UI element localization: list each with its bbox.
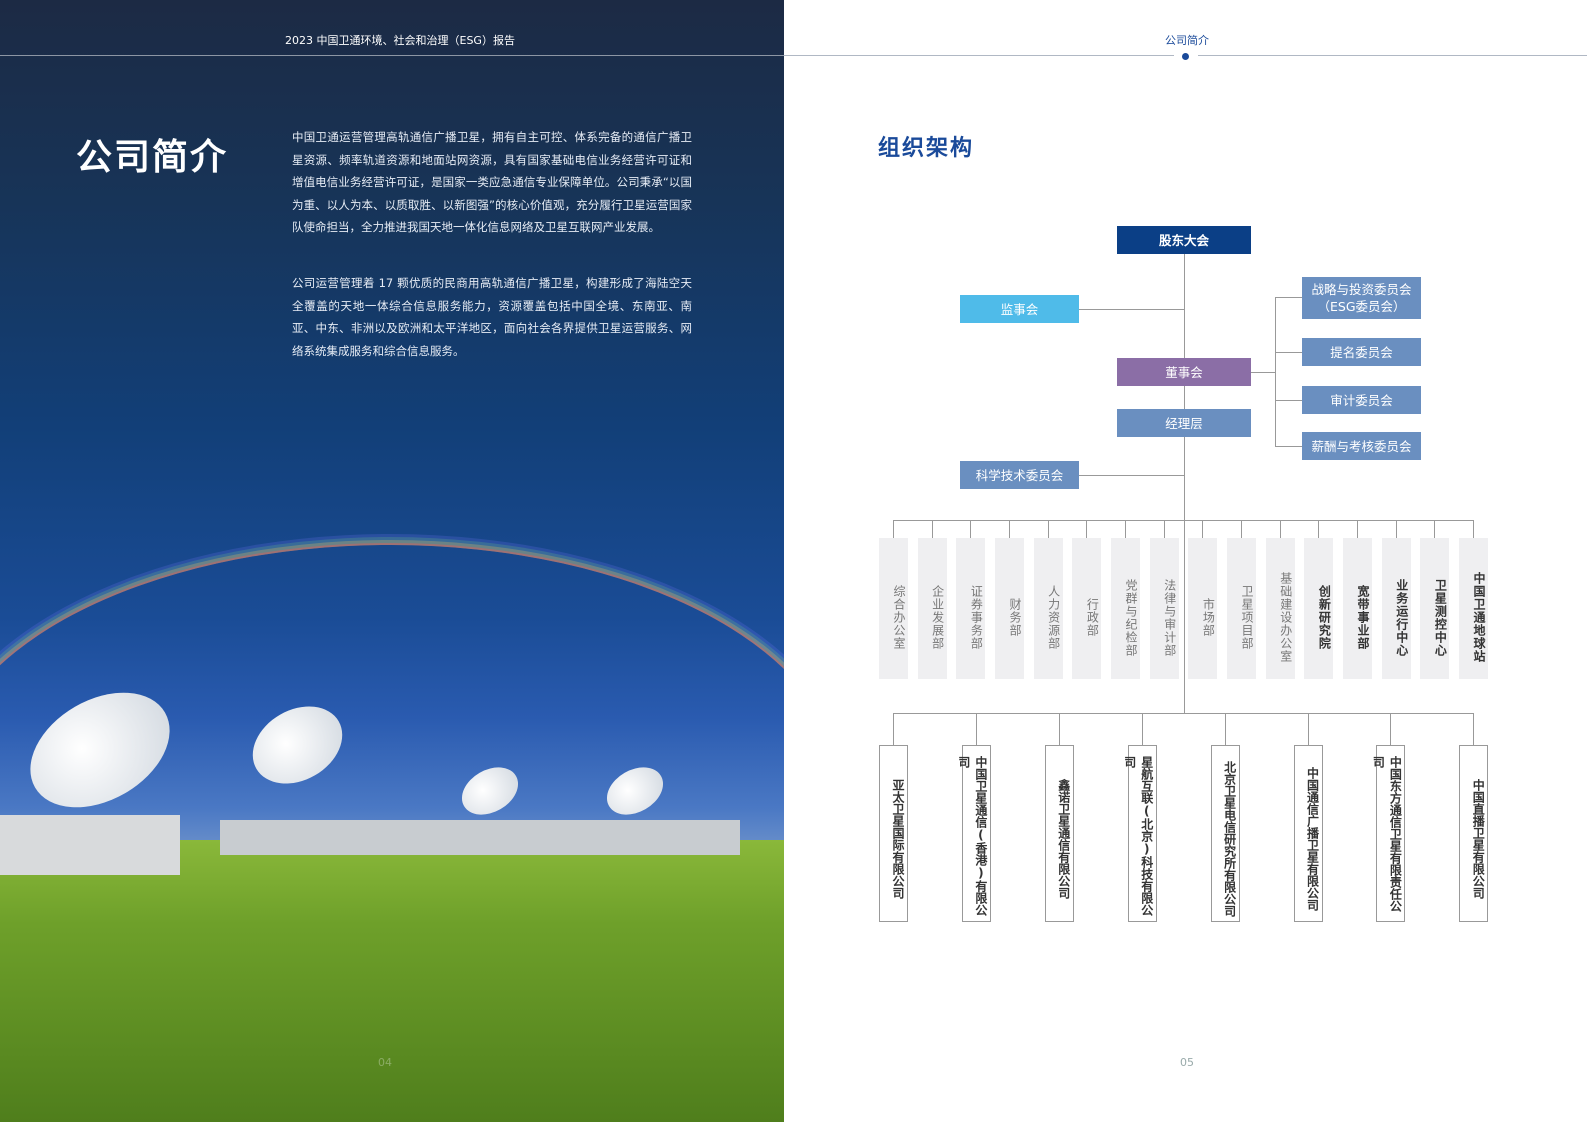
connector-line [893, 520, 894, 538]
left-page: 2023 中国卫通环境、社会和治理（ESG）报告 公司简介 中国卫通运营管理高轨… [0, 0, 784, 1122]
connector-line [1184, 254, 1185, 714]
connector-line [1009, 520, 1010, 538]
connector-line [1224, 713, 1226, 745]
connector-line [931, 520, 933, 538]
org-committee: 薪酬与考核委员会 [1302, 432, 1421, 460]
org-shareholders: 股东大会 [1117, 226, 1251, 254]
org-department: 党群与纪检部 [1111, 538, 1141, 679]
connector-line [1390, 713, 1392, 745]
connector-line [1086, 520, 1088, 538]
grass-field-image [0, 840, 784, 1122]
org-committee: 审计委员会 [1302, 386, 1421, 414]
connector-line [1473, 520, 1475, 538]
connector-line [893, 520, 1474, 521]
connector-line [1279, 520, 1281, 538]
org-department: 卫星项目部 [1227, 538, 1257, 679]
org-department: 行政部 [1072, 538, 1102, 679]
org-department: 人力资源部 [1033, 538, 1063, 679]
org-subsidiary: 中国东方通信卫星有限责任公司 [1371, 745, 1406, 922]
org-subsidiary: 鑫诺卫星通信有限公司 [1044, 745, 1074, 922]
org-science-committee: 科学技术委员会 [960, 461, 1079, 489]
connector-line [1241, 520, 1243, 538]
connector-line [1058, 713, 1060, 745]
connector-line [1163, 520, 1165, 538]
connector-line [1434, 520, 1436, 538]
connector-line [893, 713, 1474, 714]
org-department: 法律与审计部 [1149, 538, 1179, 679]
building-image [220, 820, 740, 855]
org-department: 宽带事业部 [1343, 538, 1373, 679]
org-committee: 战略与投资委员会（ESG委员会） [1302, 277, 1421, 319]
org-subsidiary: 亚太卫星国际有限公司 [879, 745, 908, 922]
section-header: 公司简介 [1165, 34, 1209, 47]
connector-line [1047, 520, 1049, 538]
page-title: 公司简介 [76, 137, 229, 178]
org-department: 基础建设办公室 [1265, 538, 1295, 679]
connector-line [975, 713, 977, 745]
header-divider [0, 55, 784, 56]
page-number: 05 [1180, 1056, 1194, 1069]
org-department: 业务运行中心 [1381, 538, 1411, 679]
org-department: 企业发展部 [917, 538, 947, 679]
connector-line [893, 713, 894, 745]
org-subsidiary: 中国卫星通信(香港)有限公司 [957, 745, 991, 922]
org-subsidiary: 北京卫星电信研究所有限公司 [1210, 745, 1240, 922]
connector-line [1275, 297, 1276, 446]
connector-line [1318, 520, 1320, 538]
building-image [0, 815, 180, 875]
header-dot [1182, 53, 1189, 60]
connector-line [1473, 713, 1475, 745]
connector-line [1251, 372, 1275, 373]
connector-line [1275, 352, 1302, 353]
report-header: 2023 中国卫通环境、社会和治理（ESG）报告 [285, 34, 515, 47]
intro-paragraph: 中国卫通运营管理高轨通信广播卫星，拥有自主可控、体系完备的通信广播卫星资源、频率… [292, 130, 692, 234]
org-department: 财务部 [995, 538, 1024, 679]
connector-line [1202, 520, 1204, 538]
connector-line [1275, 400, 1302, 401]
org-management: 经理层 [1117, 409, 1251, 437]
connector-line [1357, 520, 1359, 538]
section-title: 组织架构 [878, 136, 975, 161]
connector-line [970, 520, 972, 538]
intro-paragraph: 公司运营管理着 17 颗优质的民商用高轨通信广播卫星，构建形成了海陆空天全覆盖的… [292, 276, 692, 358]
connector-line [1079, 309, 1184, 310]
org-subsidiary: 星航互联(北京)科技有限公司 [1123, 745, 1157, 922]
connector-line [1125, 520, 1127, 538]
org-department: 市场部 [1188, 538, 1218, 679]
org-committee: 提名委员会 [1302, 338, 1421, 366]
page-number: 04 [378, 1056, 392, 1069]
org-department: 中国卫通地球站 [1459, 538, 1489, 679]
org-department: 综合办公室 [879, 538, 908, 679]
org-department: 证券事务部 [956, 538, 986, 679]
header-divider [1198, 55, 1587, 56]
org-department: 卫星测控中心 [1420, 538, 1450, 679]
org-board-of-directors: 董事会 [1117, 358, 1251, 386]
org-subsidiary: 中国通信广播卫星有限公司 [1293, 745, 1323, 922]
connector-line [1079, 475, 1184, 476]
connector-line [1395, 520, 1397, 538]
org-subsidiary: 中国直播卫星有限公司 [1459, 745, 1489, 922]
connector-line [1141, 713, 1143, 745]
connector-line [1275, 297, 1302, 298]
org-supervisory-board: 监事会 [960, 295, 1079, 323]
header-divider [784, 55, 1174, 56]
connector-line [1307, 713, 1309, 745]
org-department: 创新研究院 [1304, 538, 1334, 679]
connector-line [1275, 446, 1302, 447]
